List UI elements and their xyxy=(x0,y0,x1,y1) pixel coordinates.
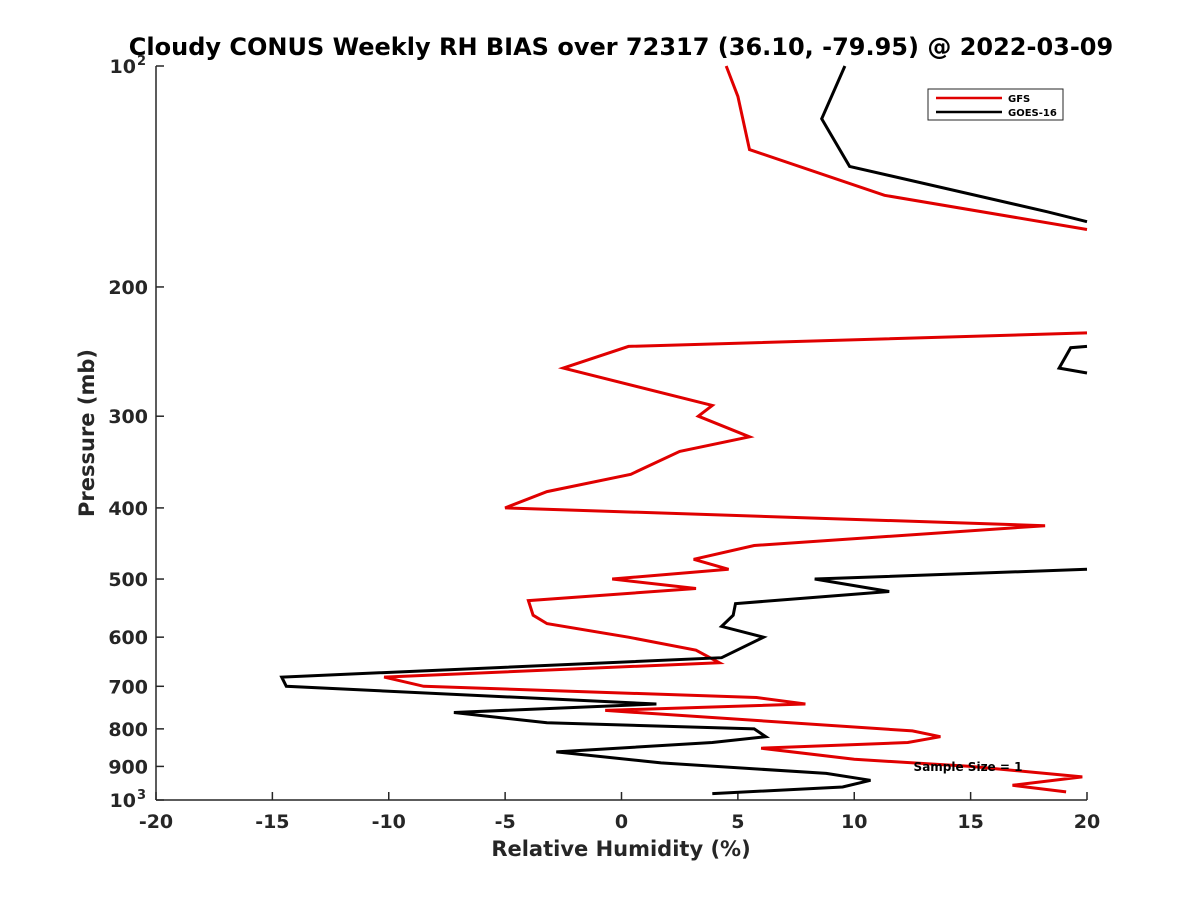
x-tick-label: 10 xyxy=(841,811,867,833)
plot-area xyxy=(155,66,1087,801)
y-tick-label: 10 xyxy=(110,56,136,78)
x-tick-label: 15 xyxy=(957,811,983,833)
x-tick-label: 5 xyxy=(731,811,744,833)
x-tick-label: 0 xyxy=(615,811,628,833)
y-tick-label: 300 xyxy=(108,406,148,428)
series-line-gfs xyxy=(383,65,1088,794)
y-tick-label: 900 xyxy=(108,756,148,778)
y-tick-exponent: 2 xyxy=(137,54,146,69)
series-layer xyxy=(279,65,1088,796)
x-tick-label: -15 xyxy=(255,811,289,833)
y-tick-label: 400 xyxy=(108,498,148,520)
sample-size-annotation: Sample Size = 1 xyxy=(914,760,1023,774)
x-tick-label: -10 xyxy=(372,811,406,833)
y-tick-label: 600 xyxy=(108,627,148,649)
y-tick-label: 200 xyxy=(108,277,148,299)
x-axis-title: Relative Humidity (%) xyxy=(491,837,750,861)
y-tick-exponent: 3 xyxy=(137,788,146,803)
chart-title: Cloudy CONUS Weekly RH BIAS over 72317 (… xyxy=(129,33,1113,61)
legend-label: GFS xyxy=(1008,94,1030,105)
series-line-goes-16 xyxy=(279,65,1088,796)
x-axis-ticks: -20 -15 -10 -5 0 5 10 15 20 xyxy=(139,792,1100,833)
y-tick-label: 10 xyxy=(110,790,136,812)
y-axis-title: Pressure (mb) xyxy=(75,349,99,517)
y-tick-label: 800 xyxy=(108,719,148,741)
x-tick-label: -5 xyxy=(495,811,516,833)
legend-box xyxy=(927,88,1064,121)
x-tick-label: 20 xyxy=(1074,811,1100,833)
x-tick-label: -20 xyxy=(139,811,173,833)
legend: GFS GOES-16 xyxy=(927,88,1064,121)
y-tick-label: 500 xyxy=(108,569,148,591)
y-tick-label: 700 xyxy=(108,676,148,698)
legend-label: GOES-16 xyxy=(1008,108,1057,119)
